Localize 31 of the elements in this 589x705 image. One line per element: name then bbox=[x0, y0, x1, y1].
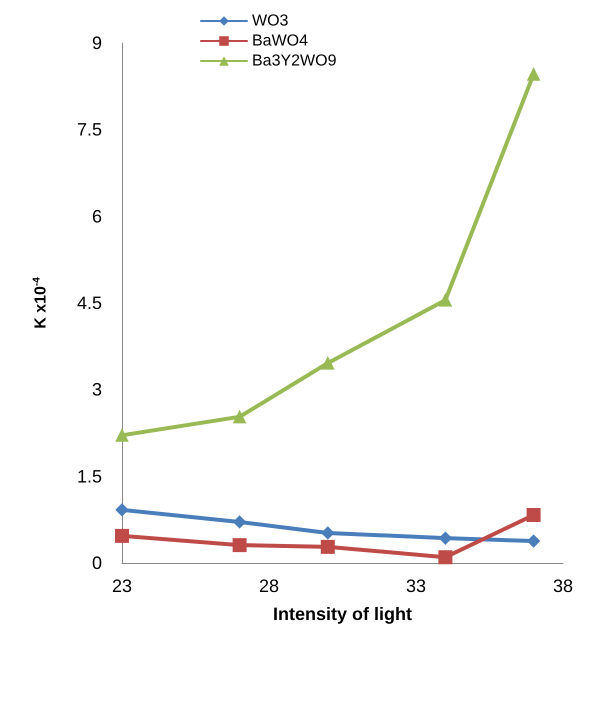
point bbox=[438, 532, 452, 545]
legend-label: BaWO4 bbox=[252, 32, 308, 50]
legend-label: Ba3Y2WO9 bbox=[252, 52, 337, 70]
y-tick-label: 9 bbox=[92, 33, 102, 53]
x-tick-label: 23 bbox=[112, 576, 132, 596]
point bbox=[233, 410, 246, 424]
x-tick-label: 33 bbox=[406, 576, 426, 596]
point bbox=[233, 515, 246, 528]
y-tick-label: 4.5 bbox=[76, 293, 102, 313]
point bbox=[232, 538, 247, 552]
x-tick-label: 38 bbox=[552, 576, 574, 596]
y-axis-title: K x10-4 bbox=[32, 276, 50, 329]
point bbox=[321, 526, 334, 540]
legend-label: WO3 bbox=[252, 12, 289, 30]
point bbox=[527, 68, 540, 81]
x-tick-label: 28 bbox=[258, 576, 280, 596]
y-tick-label: 3 bbox=[92, 380, 102, 400]
point bbox=[438, 550, 452, 564]
point bbox=[526, 508, 541, 522]
y-tick-label: 6 bbox=[92, 206, 102, 226]
point bbox=[438, 294, 452, 307]
point bbox=[115, 528, 129, 543]
x-axis-title: Intensity of light bbox=[273, 604, 412, 624]
point bbox=[321, 356, 334, 370]
y-tick-label: 0 bbox=[92, 553, 102, 573]
point bbox=[527, 534, 540, 548]
point bbox=[320, 540, 335, 554]
point bbox=[116, 503, 128, 516]
y-tick-label: 7.5 bbox=[76, 120, 102, 140]
y-tick-label: 1.5 bbox=[76, 466, 102, 486]
point bbox=[116, 428, 128, 442]
